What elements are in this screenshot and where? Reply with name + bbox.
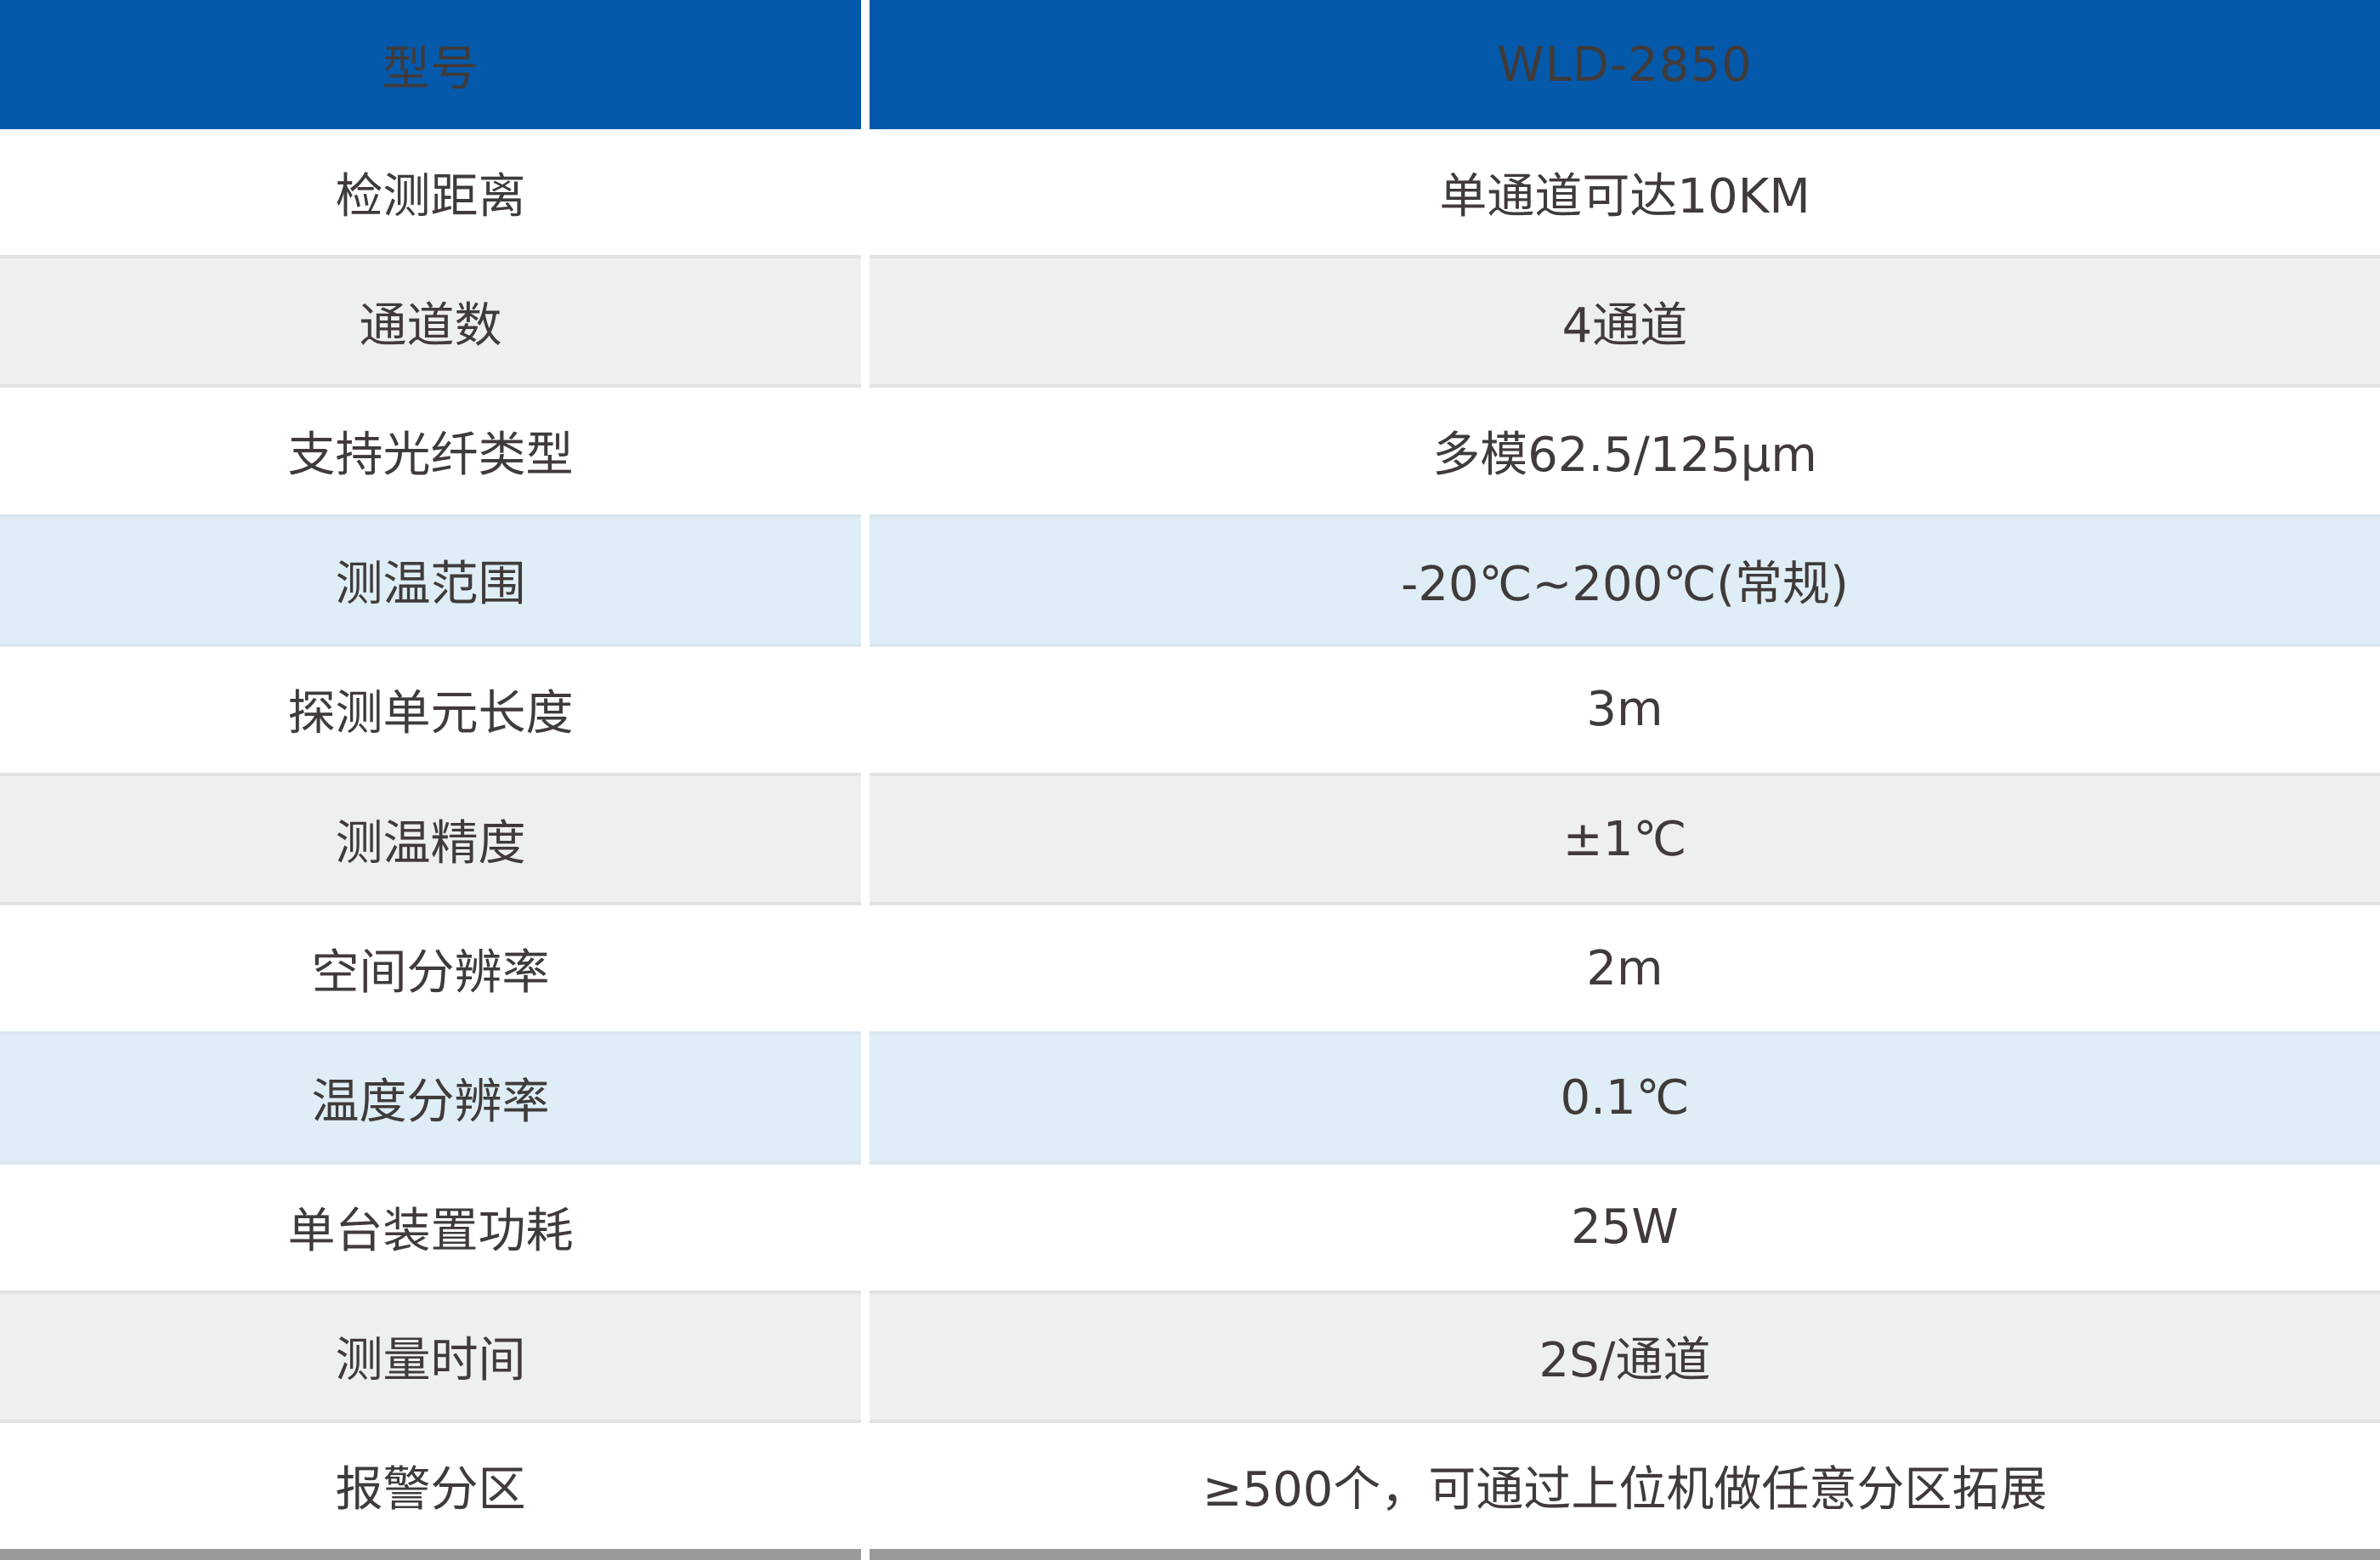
spec-value: 2m [870, 905, 2380, 1032]
column-divider [861, 388, 870, 514]
bottom-border-right [870, 1549, 2380, 1560]
spec-label: 测温精度 [0, 772, 861, 906]
spec-label: 测量时间 [0, 1290, 861, 1423]
spec-label: 通道数 [0, 255, 861, 389]
table-row: 空间分辨率 2m [0, 905, 2380, 1032]
table-row: 探测单元长度 3m [0, 646, 2380, 773]
column-divider [861, 1422, 870, 1550]
table-row: 检测距离 单通道可达10KM [0, 129, 2380, 256]
spec-value: 25W [870, 1164, 2380, 1291]
table-row: 通道数 4通道 [0, 255, 2380, 389]
table-row: 测量时间 2S/通道 [0, 1290, 2380, 1423]
table-row: 测温范围 -20℃~200℃(常规) [0, 513, 2380, 647]
table-row: 单台装置功耗 25W [0, 1164, 2380, 1291]
spec-label: 测温范围 [0, 513, 861, 647]
spec-value: 4通道 [870, 255, 2380, 389]
column-divider [861, 513, 870, 647]
spec-value: 2S/通道 [870, 1290, 2380, 1423]
column-divider [861, 1290, 870, 1423]
table-bottom-border [0, 1549, 2380, 1560]
spec-value: 单通道可达10KM [870, 129, 2380, 256]
table-header-row: 型号 WLD-2850 [0, 0, 2380, 129]
spec-value: ±1℃ [870, 772, 2380, 906]
spec-value: 3m [870, 646, 2380, 773]
spec-label: 探测单元长度 [0, 646, 861, 773]
header-model-label: 型号 [0, 0, 861, 129]
header-model-value: WLD-2850 [870, 0, 2380, 129]
column-divider [861, 646, 870, 773]
table-row: 支持光纤类型 多模62.5/125μm [0, 388, 2380, 514]
column-divider [861, 1549, 870, 1560]
column-divider [861, 1031, 870, 1165]
spec-value: 0.1℃ [870, 1031, 2380, 1165]
spec-label: 检测距离 [0, 129, 861, 256]
column-divider [861, 1164, 870, 1291]
bottom-border-left [0, 1549, 861, 1560]
column-divider [861, 255, 870, 389]
spec-label: 支持光纤类型 [0, 388, 861, 514]
column-divider [861, 905, 870, 1032]
table-row: 报警分区 ≥500个，可通过上位机做任意分区拓展 [0, 1422, 2380, 1550]
column-divider [861, 129, 870, 256]
spec-label: 报警分区 [0, 1422, 861, 1550]
spec-value: 多模62.5/125μm [870, 388, 2380, 514]
spec-label: 单台装置功耗 [0, 1164, 861, 1291]
spec-label: 空间分辨率 [0, 905, 861, 1032]
column-divider [861, 0, 870, 129]
spec-label: 温度分辨率 [0, 1031, 861, 1165]
spec-value: -20℃~200℃(常规) [870, 513, 2380, 647]
column-divider [861, 772, 870, 906]
spec-value: ≥500个，可通过上位机做任意分区拓展 [870, 1422, 2380, 1550]
table-row: 测温精度 ±1℃ [0, 772, 2380, 906]
table-row: 温度分辨率 0.1℃ [0, 1031, 2380, 1165]
